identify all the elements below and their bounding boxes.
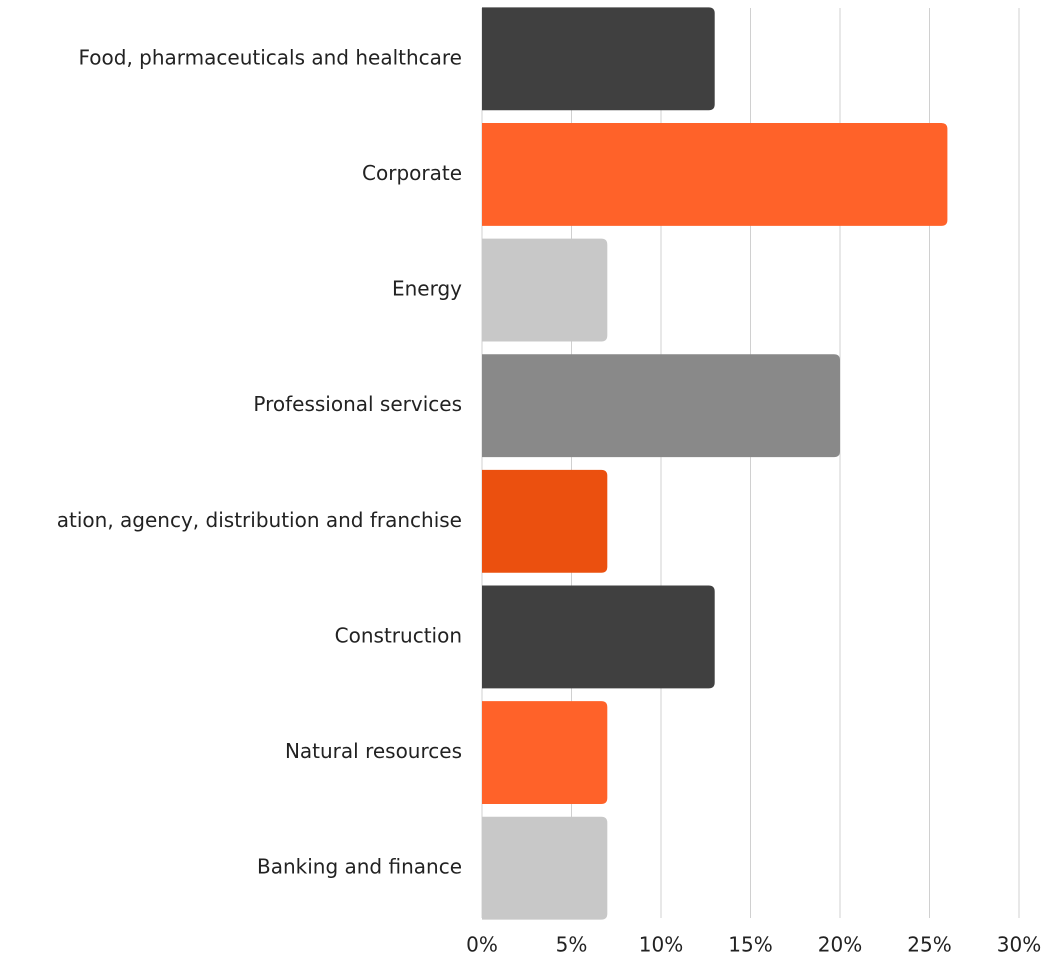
y-tick-label: Corporate [362,161,462,185]
y-tick-label: Banking and finance [257,855,462,879]
y-tick-label: Food, pharmaceuticals and healthcare [78,45,462,69]
bar [482,469,608,573]
bar [482,354,840,458]
bar [482,585,715,689]
x-tick-label: 30% [997,933,1041,957]
y-tick-label: Natural resources [285,739,462,763]
x-tick-label: 25% [907,933,951,957]
y-tick-label: Construction [335,623,462,647]
bar [482,701,608,805]
bar [482,238,608,342]
bar [482,122,948,226]
x-tick-label: 0% [466,933,498,957]
x-tick-label: 20% [818,933,862,957]
x-tick-label: 10% [639,933,683,957]
x-tick-label: 5% [556,933,588,957]
y-tick-label: ation, agency, distribution and franchis… [57,508,462,532]
x-tick-label: 15% [728,933,772,957]
y-tick-label: Energy [392,277,462,301]
bar [482,7,715,111]
bar [482,816,608,920]
y-tick-label: Professional services [253,392,462,416]
